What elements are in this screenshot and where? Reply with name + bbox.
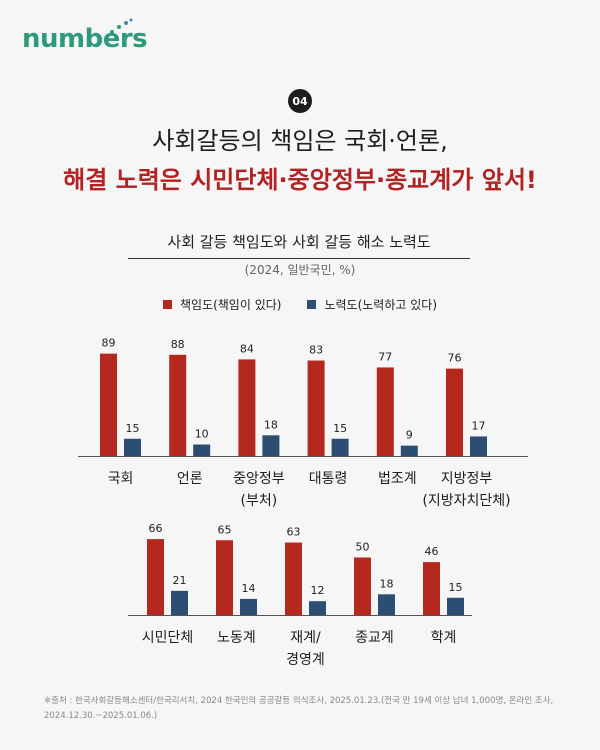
value-label-effort-4: 15 [333,422,347,435]
legend-label-responsibility: 책임도(책임이 있다) [179,298,282,312]
bar-responsibility-9 [285,542,302,615]
headline-line-2: 해결 노력은 시민단체·중앙정부·종교계가 앞서! [63,166,537,194]
headline-line-1: 사회갈등의 책임은 국회·언론, [152,127,448,155]
bar-effort-7 [171,590,188,615]
logo-text: numbers [22,24,148,54]
value-label-effort-1: 15 [126,422,140,435]
bar-chart: 89 15 국회 88 10 언론 84 18 중앙정부 (부처) 83 15 대통령 77 9 법조계 76 1… [78,337,528,668]
legend-item-effort: 노력도(노력하고 있다) [307,296,437,313]
legend-swatch-effort [307,300,317,309]
legend-label-effort: 노력도(노력하고 있다) [324,298,438,312]
bar-responsibility-1 [100,353,117,456]
value-label-effort-11: 15 [449,581,463,594]
value-label-effort-3: 18 [264,418,278,431]
category-label-4: 대통령 [309,471,348,487]
value-label-responsibility-10: 50 [356,541,370,554]
bar-effort-2 [193,444,211,456]
bar-effort-11 [447,597,464,615]
bar-effort-8 [240,598,257,615]
bar-responsibility-4 [307,360,325,456]
category-label-1: 국회 [108,471,134,487]
value-label-effort-5: 9 [406,429,413,442]
category-label-7: 시민단체 [142,630,194,646]
value-label-responsibility-2: 88 [171,338,185,351]
value-label-responsibility-9: 63 [287,526,301,539]
category-label-8: 노동계 [217,630,256,646]
value-label-responsibility-7: 66 [149,522,163,535]
bar-effort-1 [124,438,141,456]
value-label-responsibility-4: 83 [309,344,323,357]
bar-effort-5 [400,445,418,456]
bar-effort-3 [262,435,280,456]
value-label-effort-7: 21 [173,574,187,587]
chart-title: 사회 갈등 책임도와 사회 갈등 해소 노력도 [128,231,470,259]
category-label-9: 재계/경영계 [286,630,325,668]
bar-effort-4 [331,438,349,456]
bar-responsibility-11 [423,562,440,615]
chart-legend: 책임도(책임이 있다) 노력도(노력하고 있다) [0,296,600,313]
section-number-badge: 04 [288,89,312,113]
bar-responsibility-10 [354,557,371,615]
category-label-2: 언론 [177,471,203,487]
bar-responsibility-6 [446,368,463,456]
category-label-6: 지방정부 (지방자치단체) [422,471,510,509]
value-label-responsibility-5: 77 [378,350,392,363]
bar-effort-10 [378,594,395,615]
category-label-5: 법조계 [378,471,417,487]
value-label-responsibility-6: 76 [448,352,462,365]
value-label-responsibility-3: 84 [240,342,254,355]
value-label-effort-2: 10 [195,428,209,441]
numbers-logo: numbers [22,18,148,54]
value-label-effort-9: 12 [311,584,325,597]
value-label-responsibility-1: 89 [102,337,116,350]
bar-responsibility-3 [238,359,256,456]
bar-responsibility-5 [376,367,394,456]
legend-item-responsibility: 책임도(책임이 있다) [162,296,282,313]
logo-dots-icon [110,18,133,34]
legend-swatch-responsibility [162,300,172,309]
value-label-responsibility-11: 46 [425,545,439,558]
source-footnote: ※출처 : 한국사회갈등해소센터/한국리서치, 2024 한국인의 공공갈등 의… [44,696,554,721]
chart-subtitle: (2024, 일반국민, %) [244,263,356,277]
value-label-effort-6: 17 [472,419,486,432]
category-label-10: 종교계 [355,630,394,646]
bar-responsibility-7 [147,539,164,615]
value-label-effort-8: 14 [242,582,256,595]
value-label-effort-10: 18 [380,577,394,590]
category-label-3: 중앙정부 (부처) [233,471,285,509]
bar-responsibility-2 [169,354,187,456]
bar-effort-9 [309,601,326,615]
category-label-11: 학계 [431,630,457,646]
value-label-responsibility-8: 65 [218,523,232,536]
bar-responsibility-8 [216,540,233,615]
bar-effort-6 [470,436,487,456]
